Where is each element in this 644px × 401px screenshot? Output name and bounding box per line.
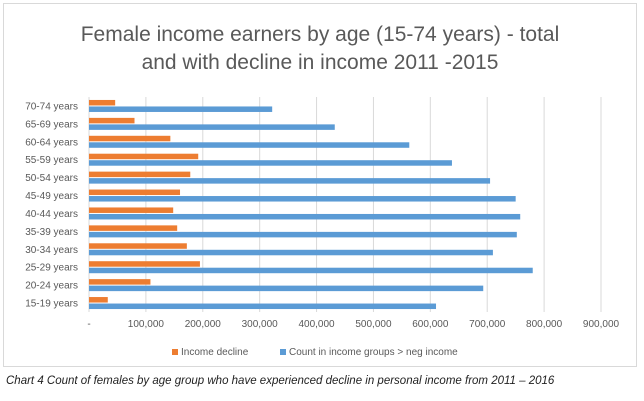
bar-income-decline-20-24-years xyxy=(89,279,151,285)
category-labels: 15-19 years 20-24 years 25-29 years 30-34 y… xyxy=(25,101,78,309)
bar-income-decline-65-69-years xyxy=(89,117,135,124)
bar-income-decline-25-29-years xyxy=(89,261,200,267)
x-tick-label: 300,000 xyxy=(242,319,279,330)
chart-title-line-1: Female income earners by age (15-74 year… xyxy=(81,23,560,46)
chart-caption: Chart 4 Count of females by age group wh… xyxy=(6,375,555,387)
category-label: 15-19 years xyxy=(25,299,78,310)
legend-swatch-2 xyxy=(280,349,286,355)
bar-count-20-24-years xyxy=(89,285,484,292)
category-label: 40-44 years xyxy=(25,209,78,220)
bar-count-70-74-years xyxy=(89,106,273,112)
chart-svg: Female income earners by age (15-74 year… xyxy=(25,23,619,358)
bar-income-decline-40-44-years xyxy=(89,207,174,213)
category-label: 25-29 years xyxy=(25,263,78,274)
x-tick-label: 100,000 xyxy=(128,319,165,330)
bar-income-decline-45-49-years xyxy=(89,189,181,196)
x-tick-label: 500,000 xyxy=(355,319,392,330)
bar-count-25-29-years xyxy=(89,267,533,274)
bar-count-40-44-years xyxy=(89,213,521,220)
bar-count-65-69-years xyxy=(89,124,335,130)
bars xyxy=(89,99,533,310)
bar-count-35-39-years xyxy=(89,231,517,238)
category-label: 65-69 years xyxy=(25,119,78,130)
category-label: 35-39 years xyxy=(25,227,78,238)
legend: Income decline Count in income groups > n… xyxy=(172,347,458,358)
x-tick-label: 700,000 xyxy=(469,319,506,330)
bar-income-decline-35-39-years xyxy=(89,225,178,231)
x-tick-label: 400,000 xyxy=(298,319,335,330)
x-tick-labels: - 100,000 200,000 300,000 400,000 500,000 600,… xyxy=(87,319,619,330)
category-label: 30-34 years xyxy=(25,245,78,256)
x-tick-label: 600,000 xyxy=(412,319,449,330)
bar-count-50-54-years xyxy=(89,178,491,184)
legend-label-2: Count in income groups > neg income xyxy=(289,347,458,358)
category-label: 45-49 years xyxy=(25,191,78,202)
bar-count-60-64-years xyxy=(89,142,410,148)
bar-income-decline-15-19-years xyxy=(89,297,108,303)
category-label: 55-59 years xyxy=(25,155,78,166)
legend-label-1: Income decline xyxy=(181,347,249,358)
bar-income-decline-30-34-years xyxy=(89,243,187,249)
chart-frame: Female income earners by age (15-74 year… xyxy=(3,3,637,367)
grid-lines xyxy=(88,97,602,312)
x-tick-label: 800,000 xyxy=(526,319,563,330)
category-label: 50-54 years xyxy=(25,173,78,184)
bar-count-15-19-years xyxy=(89,303,437,310)
bar-count-55-59-years xyxy=(89,160,452,166)
x-tick-label: 900,000 xyxy=(583,319,620,330)
bar-income-decline-60-64-years xyxy=(89,135,171,142)
bar-count-45-49-years xyxy=(89,196,516,202)
x-tick-label: 200,000 xyxy=(185,319,222,330)
category-label: 20-24 years xyxy=(25,281,78,292)
chart-title: Female income earners by age (15-74 year… xyxy=(81,23,560,74)
bar-count-30-34-years xyxy=(89,249,493,256)
chart-title-line-2: and with decline in income 2011 -2015 xyxy=(142,51,499,74)
x-tick-label: - xyxy=(87,319,90,330)
category-label: 60-64 years xyxy=(25,137,78,148)
legend-swatch-1 xyxy=(172,349,178,355)
bar-income-decline-70-74-years xyxy=(89,99,116,106)
bar-income-decline-50-54-years xyxy=(89,171,191,178)
bar-income-decline-55-59-years xyxy=(89,153,199,160)
category-label: 70-74 years xyxy=(25,101,78,112)
